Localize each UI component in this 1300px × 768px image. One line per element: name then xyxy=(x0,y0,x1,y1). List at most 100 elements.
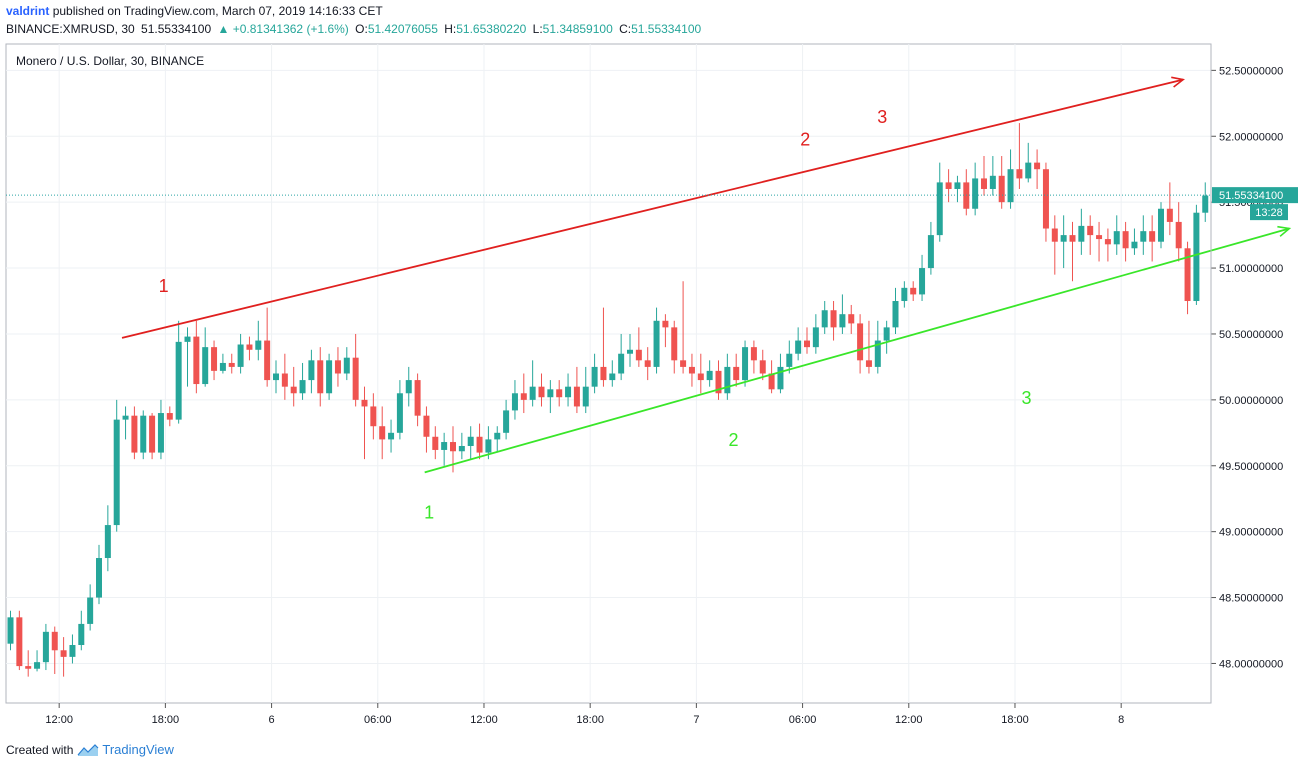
annotations: 1 2 3 1 2 3 xyxy=(159,107,1032,522)
candle xyxy=(104,505,111,572)
x-tick-label: 18:00 xyxy=(576,714,604,726)
wave-label-resistance: 1 xyxy=(159,276,169,296)
y-tick-label: 51.00000000 xyxy=(1219,263,1283,275)
candle-body xyxy=(733,366,740,381)
candle-body xyxy=(538,386,545,398)
candle xyxy=(166,406,173,427)
candle-body xyxy=(618,353,625,374)
high-label: H: xyxy=(444,22,457,36)
candle xyxy=(1051,215,1058,275)
candle xyxy=(830,301,837,341)
support-trendline[interactable] xyxy=(424,225,1292,474)
candle-body xyxy=(883,327,890,341)
candle xyxy=(317,347,324,407)
candle-body xyxy=(1122,231,1129,249)
candle-body xyxy=(786,353,793,367)
close-label: C: xyxy=(619,22,632,36)
candle xyxy=(1060,215,1067,269)
candle-body xyxy=(370,406,377,427)
y-tick-label: 52.50000000 xyxy=(1219,65,1283,77)
candle xyxy=(308,349,315,394)
y-tick-label: 48.00000000 xyxy=(1219,658,1283,670)
candle-body xyxy=(857,323,864,361)
candle-body xyxy=(441,442,448,450)
candle xyxy=(273,360,279,394)
candle-body xyxy=(1193,212,1200,302)
candle-body xyxy=(635,349,642,361)
candle-body xyxy=(414,380,421,416)
candle xyxy=(388,419,395,453)
candle xyxy=(786,340,793,374)
candle-body xyxy=(290,386,297,394)
candle xyxy=(193,320,200,394)
candle xyxy=(458,432,465,460)
candle xyxy=(759,349,766,381)
candle-body xyxy=(1051,228,1058,242)
candle-body xyxy=(458,445,465,452)
symbol-label: BINANCE:XMRUSD, 30 xyxy=(6,22,135,36)
candle xyxy=(582,366,589,414)
candle-body xyxy=(821,310,828,328)
candle-body xyxy=(1034,162,1041,170)
candle-body xyxy=(379,426,386,440)
x-tick-label: 06:00 xyxy=(789,714,817,726)
candle xyxy=(653,307,660,374)
grid xyxy=(6,44,1211,703)
price-axis[interactable]: 52.5000000052.0000000051.5000000051.0000… xyxy=(6,44,1298,703)
candle-body xyxy=(688,366,695,374)
candle-body xyxy=(317,360,324,394)
y-tick-label: 50.00000000 xyxy=(1219,395,1283,407)
candle xyxy=(1202,182,1209,222)
candle xyxy=(467,426,474,460)
candle-body xyxy=(644,360,651,367)
wave-label-support: 2 xyxy=(729,430,739,450)
candle-body xyxy=(193,336,200,385)
candle xyxy=(299,362,306,400)
candle xyxy=(7,610,14,651)
candle xyxy=(804,327,810,354)
candle-body xyxy=(919,268,926,295)
countdown-label: 13:28 xyxy=(1255,207,1283,219)
candle-body xyxy=(706,370,713,381)
candle xyxy=(945,169,952,203)
candle-body xyxy=(1007,169,1014,203)
candle-body xyxy=(1175,221,1182,249)
candle xyxy=(370,393,377,440)
candle-body xyxy=(989,175,996,189)
x-tick-label: 12:00 xyxy=(470,714,498,726)
candle-body xyxy=(998,175,1005,203)
candle-body xyxy=(264,340,271,381)
candle xyxy=(733,353,740,387)
candle-body xyxy=(750,347,757,361)
candle xyxy=(883,320,890,354)
candle xyxy=(1166,182,1173,236)
candle-body xyxy=(1096,235,1103,240)
candle-body xyxy=(609,373,616,381)
resistance-trendline[interactable] xyxy=(121,76,1186,339)
trendlines xyxy=(121,76,1292,474)
candle xyxy=(998,156,1005,209)
candle xyxy=(140,410,147,460)
candle xyxy=(202,327,209,387)
time-axis[interactable]: 12:00 18:00 6 06:00 12:00 18:00 7 06:00 12:00 18:… xyxy=(45,703,1124,726)
candle xyxy=(16,610,23,671)
candle xyxy=(750,340,757,374)
candle-body xyxy=(140,415,147,453)
tradingview-brand-link[interactable]: TradingView xyxy=(102,742,174,757)
candle-body xyxy=(255,340,262,350)
candle xyxy=(1140,215,1147,255)
candle xyxy=(591,353,598,394)
candle-body xyxy=(759,360,766,374)
wave-label-resistance: 3 xyxy=(877,107,887,127)
candle-body xyxy=(122,415,129,420)
candle xyxy=(538,373,545,407)
candle-body xyxy=(51,631,58,651)
candle-body xyxy=(432,436,439,450)
author-link[interactable]: valdrint xyxy=(6,4,50,18)
candle-body xyxy=(927,235,934,269)
candle xyxy=(211,340,218,381)
candle xyxy=(131,406,138,460)
low-value: 51.34859100 xyxy=(542,22,613,36)
candle xyxy=(848,304,855,334)
